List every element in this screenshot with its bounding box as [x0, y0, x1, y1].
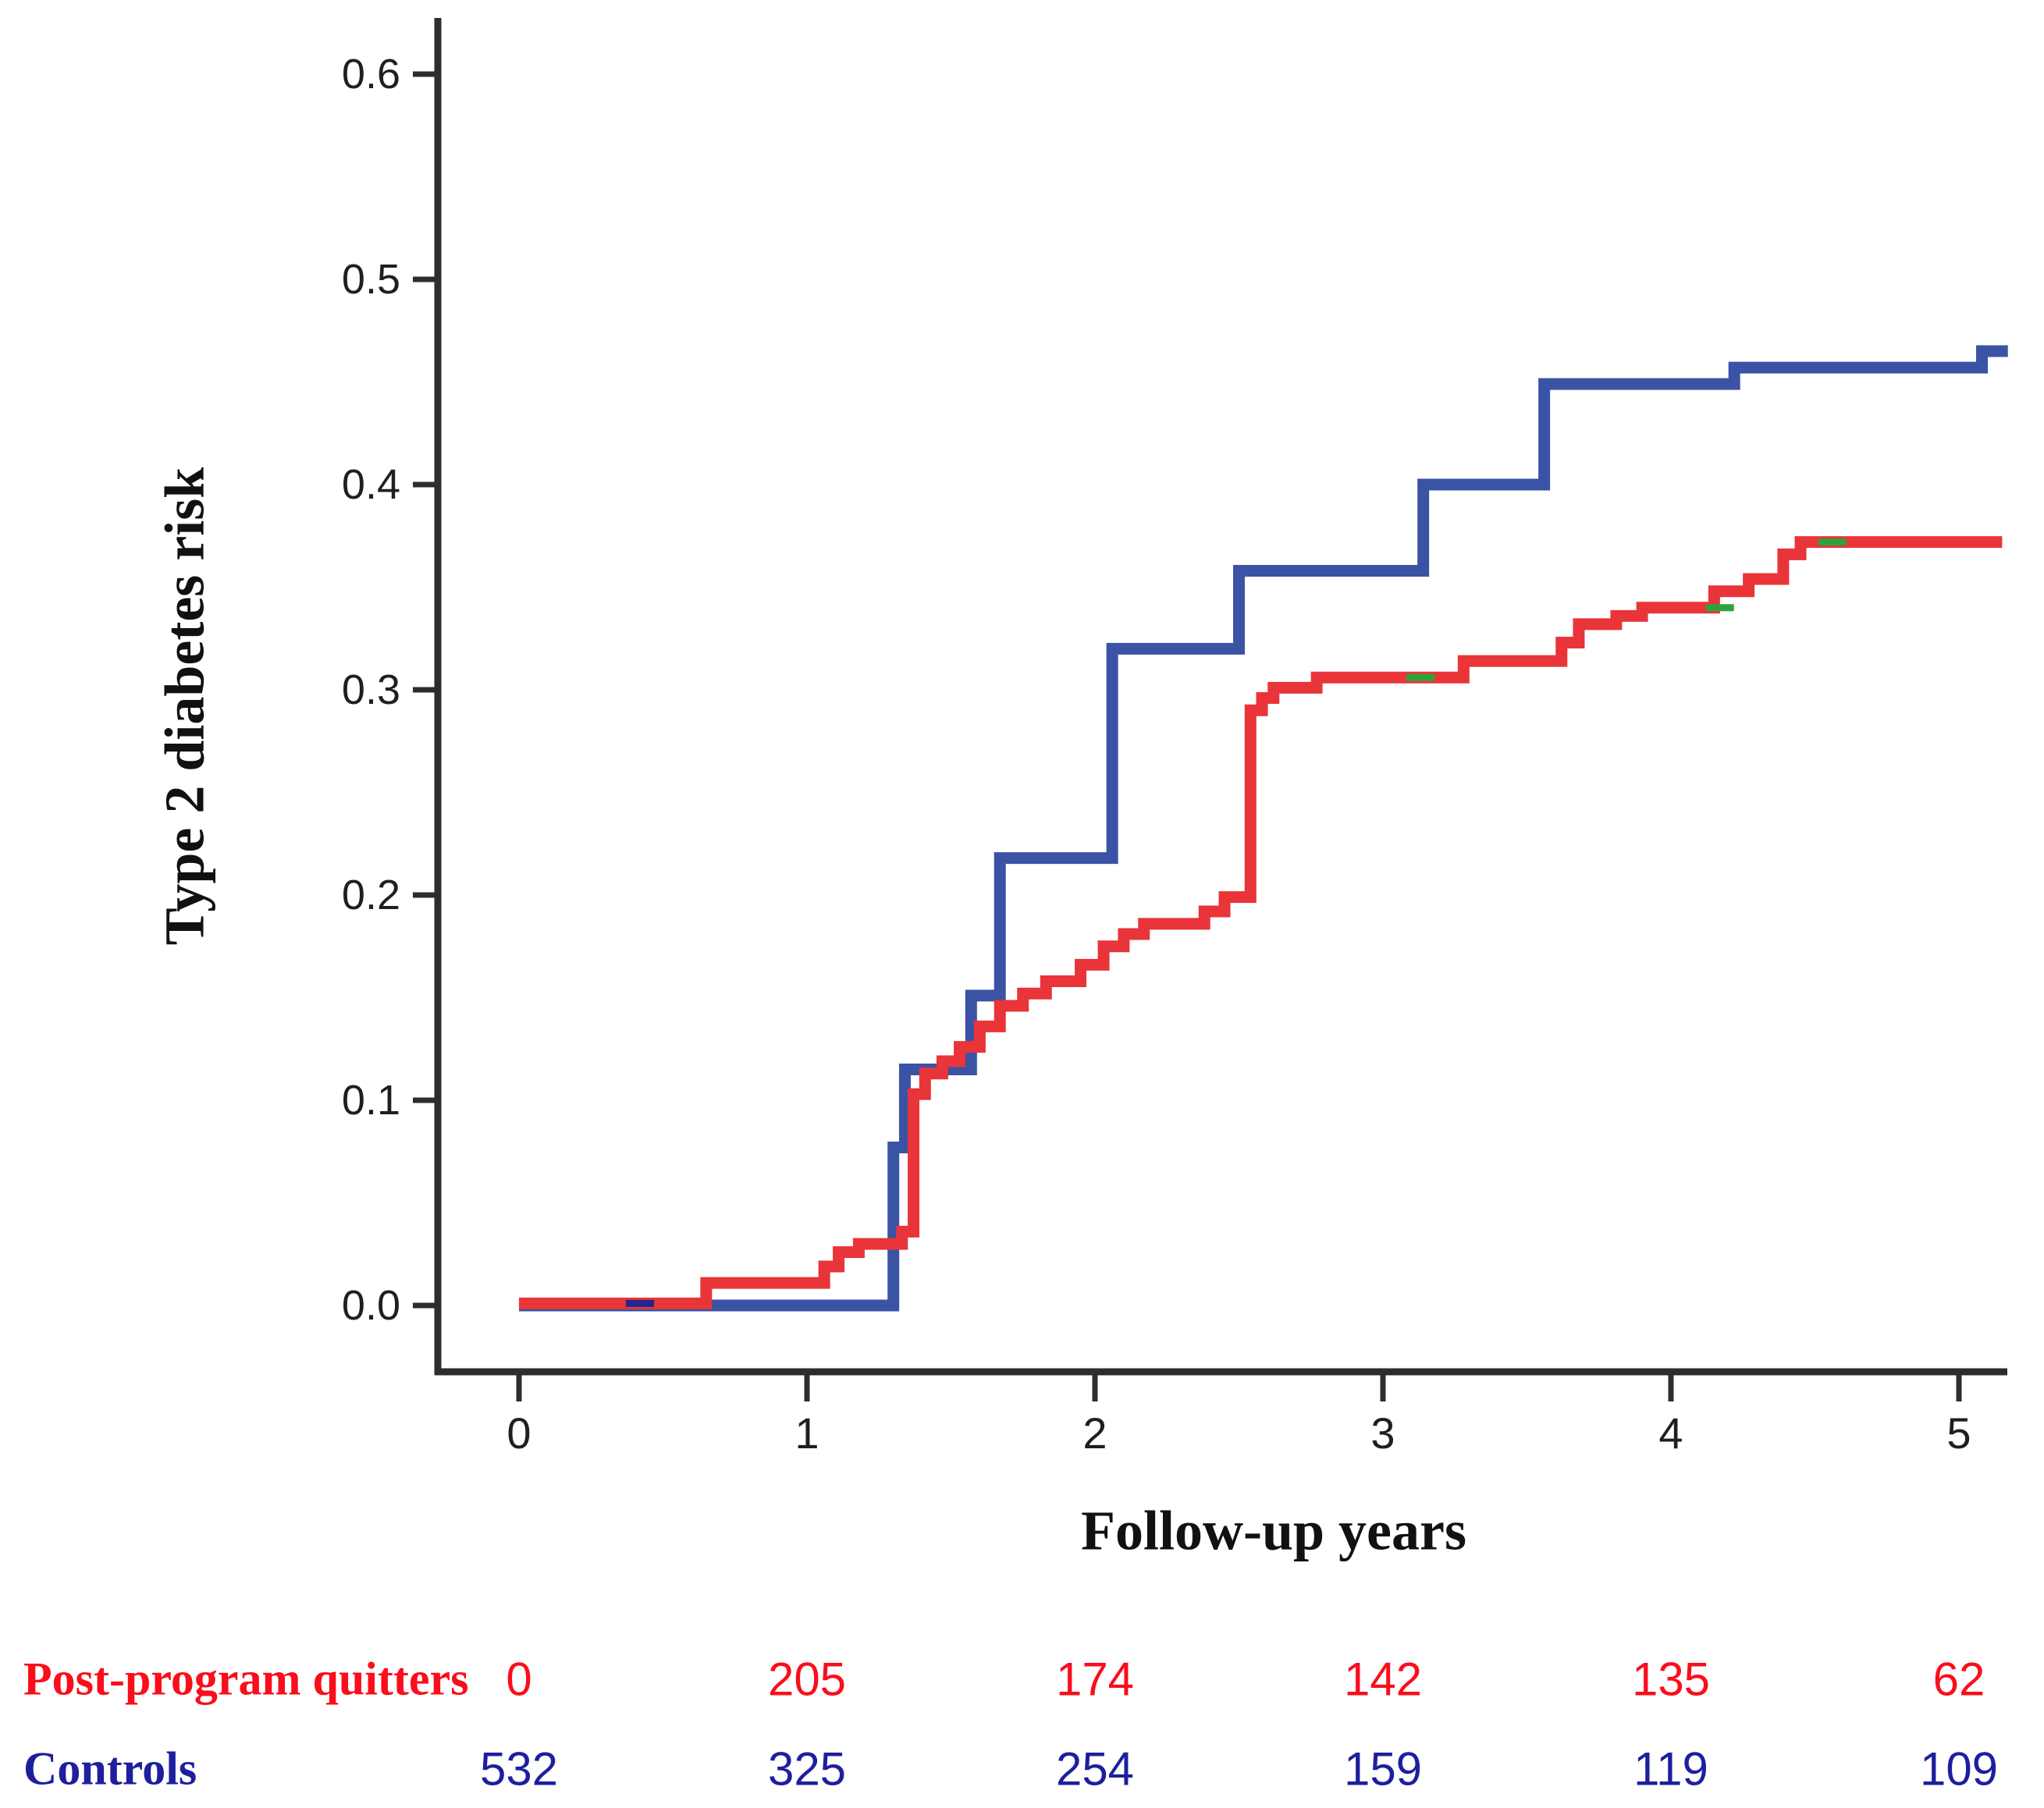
y-tick-label: 0.5	[341, 256, 400, 303]
x-tick-label: 2	[1082, 1408, 1107, 1458]
risk-count: 109	[1919, 1742, 1999, 1796]
x-tick-label: 5	[1946, 1408, 1971, 1458]
risk-count: 142	[1343, 1653, 1423, 1706]
risk-count: 159	[1343, 1742, 1423, 1796]
risk-row-label: Controls	[23, 1742, 197, 1795]
x-tick-label: 4	[1658, 1408, 1683, 1458]
series-curve-post-program-quitters	[519, 536, 2003, 1309]
risk-row-label: Post-program quitters	[23, 1653, 469, 1705]
risk-count: 62	[1932, 1653, 1985, 1706]
y-tick-label: 0.3	[341, 666, 400, 713]
risk-count: 0	[506, 1653, 532, 1706]
risk-count: 174	[1055, 1653, 1135, 1706]
x-tick-label: 1	[794, 1408, 819, 1458]
y-tick-label: 0.6	[341, 51, 400, 98]
risk-count: 205	[767, 1653, 847, 1706]
x-axis-title: Follow-up years	[1081, 1499, 1466, 1562]
y-tick-label: 0.0	[341, 1282, 400, 1329]
risk-count: 325	[767, 1742, 847, 1796]
x-tick-label: 3	[1370, 1408, 1395, 1458]
y-tick-label: 0.1	[341, 1077, 400, 1124]
y-axis-title: Type 2 diabetes risk	[153, 467, 216, 946]
risk-count: 532	[479, 1742, 559, 1796]
risk-count: 254	[1055, 1742, 1135, 1796]
y-tick-label: 0.4	[341, 461, 400, 508]
x-tick-label: 0	[507, 1408, 531, 1458]
y-tick-label: 0.2	[341, 872, 400, 918]
risk-count: 119	[1633, 1742, 1708, 1796]
risk-count: 135	[1631, 1653, 1711, 1706]
series-curve-controls	[519, 345, 2008, 1312]
